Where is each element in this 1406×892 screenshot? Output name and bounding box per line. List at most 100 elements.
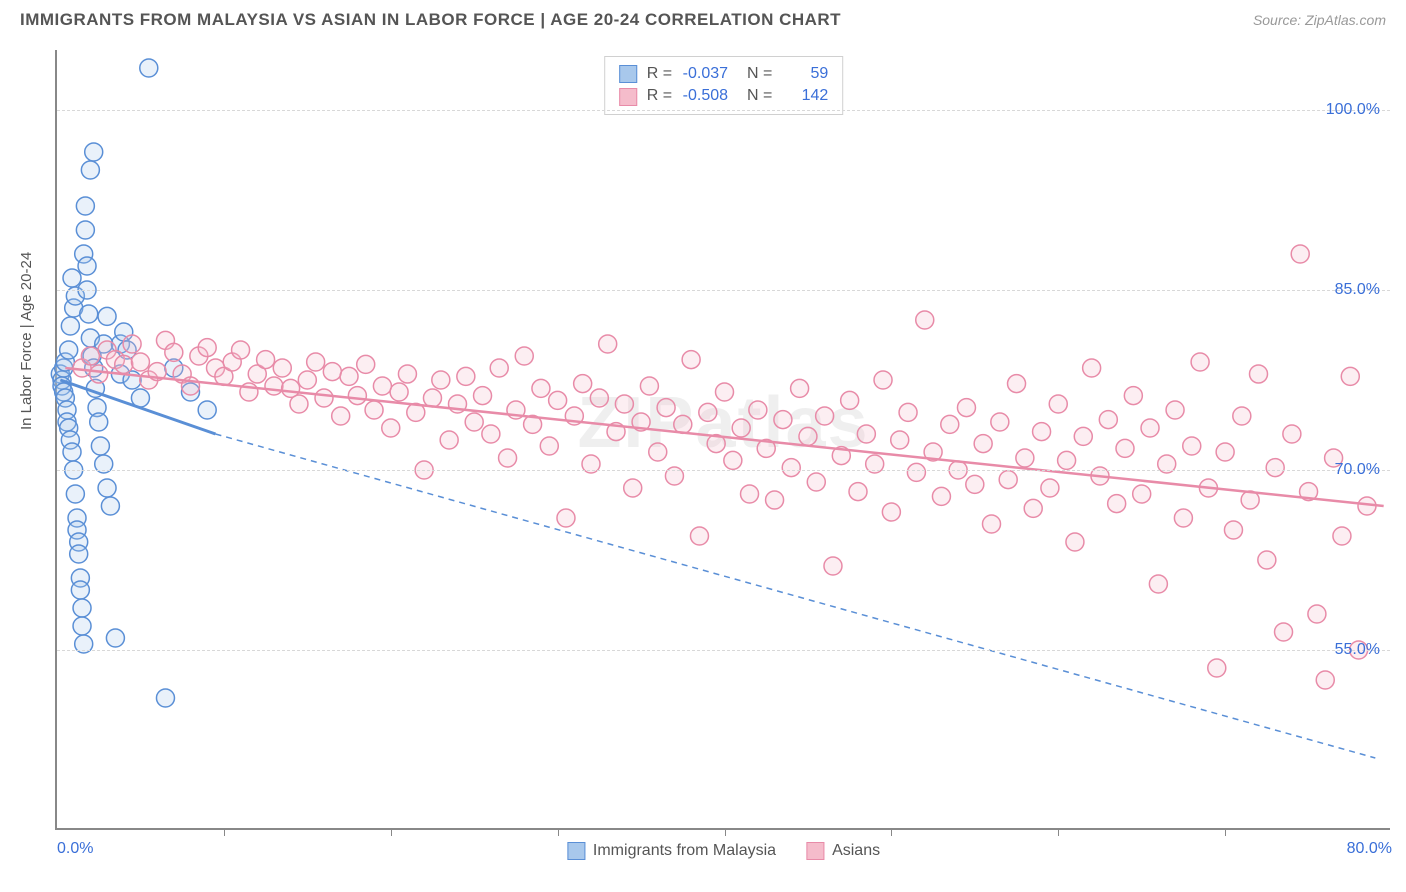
data-point (1116, 439, 1134, 457)
data-point (690, 527, 708, 545)
data-point (70, 545, 88, 563)
data-point (1283, 425, 1301, 443)
data-point (807, 473, 825, 491)
data-point (440, 431, 458, 449)
data-point (115, 355, 133, 373)
legend-label-malaysia: Immigrants from Malaysia (593, 842, 776, 860)
data-point (290, 395, 308, 413)
data-point (81, 161, 99, 179)
data-point (816, 407, 834, 425)
data-point (549, 391, 567, 409)
data-point (482, 425, 500, 443)
data-point (590, 389, 608, 407)
data-point (724, 451, 742, 469)
data-point (307, 353, 325, 371)
data-point (799, 427, 817, 445)
data-point (98, 479, 116, 497)
data-point (882, 503, 900, 521)
data-point (298, 371, 316, 389)
data-point (874, 371, 892, 389)
data-point (1258, 551, 1276, 569)
data-point (432, 371, 450, 389)
data-point (1316, 671, 1334, 689)
data-point (348, 387, 366, 405)
data-point (1333, 527, 1351, 545)
data-point (140, 59, 158, 77)
data-point (457, 367, 475, 385)
xtick (558, 828, 559, 836)
data-point (999, 471, 1017, 489)
data-point (1108, 495, 1126, 513)
data-point (1124, 387, 1142, 405)
data-point (198, 401, 216, 419)
xtick (391, 828, 392, 836)
data-point (71, 581, 89, 599)
data-point (91, 437, 109, 455)
data-point (332, 407, 350, 425)
n-label: N = (738, 85, 772, 107)
data-point (1024, 499, 1042, 517)
data-point (615, 395, 633, 413)
xtick-label: 0.0% (57, 840, 93, 858)
data-point (63, 269, 81, 287)
ytick-label: 55.0% (1335, 641, 1380, 659)
data-point (749, 401, 767, 419)
swatch-asians-bottom (806, 842, 824, 860)
n-value-asians: 142 (778, 85, 828, 107)
data-point (624, 479, 642, 497)
legend-row-malaysia: R = -0.037 N = 59 (619, 63, 829, 85)
xtick (1225, 828, 1226, 836)
data-point (1099, 411, 1117, 429)
data-point (80, 305, 98, 323)
data-point (1016, 449, 1034, 467)
series-legend: Immigrants from Malaysia Asians (567, 842, 880, 860)
legend-label-asians: Asians (832, 842, 880, 860)
xtick (891, 828, 892, 836)
data-point (490, 359, 508, 377)
data-point (232, 341, 250, 359)
data-point (557, 509, 575, 527)
data-point (101, 497, 119, 515)
data-point (766, 491, 784, 509)
data-point (1008, 375, 1026, 393)
data-point (131, 353, 149, 371)
ytick-label: 100.0% (1326, 101, 1380, 119)
n-value-malaysia: 59 (778, 63, 828, 85)
data-point (123, 335, 141, 353)
data-point (849, 483, 867, 501)
data-point (1250, 365, 1268, 383)
data-point (1049, 395, 1067, 413)
gridline (57, 650, 1390, 651)
data-point (465, 413, 483, 431)
data-point (1066, 533, 1084, 551)
data-point (390, 383, 408, 401)
data-point (891, 431, 909, 449)
source-label: Source: ZipAtlas.com (1253, 12, 1386, 28)
data-point (1141, 419, 1159, 437)
data-point (265, 377, 283, 395)
data-point (957, 399, 975, 417)
data-point (907, 463, 925, 481)
legend-item-asians: Asians (806, 842, 880, 860)
r-label: R = (647, 63, 672, 85)
data-point (649, 443, 667, 461)
xtick-label: 80.0% (1347, 840, 1392, 858)
xtick (725, 828, 726, 836)
gridline (57, 110, 1390, 111)
data-point (1183, 437, 1201, 455)
r-label: R = (647, 85, 672, 107)
data-point (66, 485, 84, 503)
data-point (732, 419, 750, 437)
data-point (474, 387, 492, 405)
data-point (76, 197, 94, 215)
data-point (599, 335, 617, 353)
data-point (1216, 443, 1234, 461)
data-point (257, 351, 275, 369)
data-point (1291, 245, 1309, 263)
correlation-legend: R = -0.037 N = 59 R = -0.508 N = 142 (604, 56, 844, 115)
ytick-label: 70.0% (1335, 461, 1380, 479)
xtick (224, 828, 225, 836)
data-point (98, 307, 116, 325)
data-point (382, 419, 400, 437)
r-value-asians: -0.508 (678, 85, 728, 107)
